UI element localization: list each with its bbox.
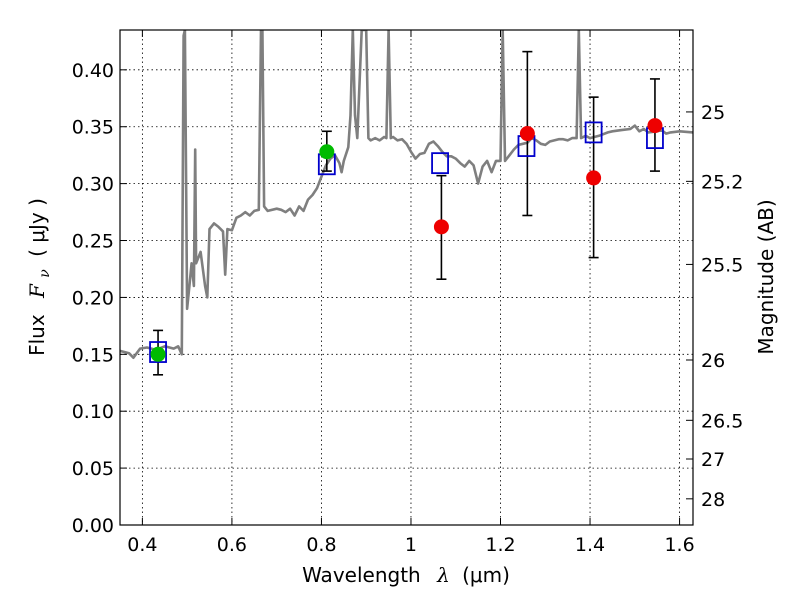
mag-tick-label: 26.5 — [701, 410, 743, 432]
y-tick-label: 0.05 — [72, 458, 114, 480]
x-axis-title: Wavelength λ (μm) — [302, 563, 510, 587]
mag-tick-label: 25.5 — [701, 254, 743, 276]
photometry-point-series — [150, 118, 663, 362]
mag-tick-label: 28 — [701, 489, 725, 511]
red-data-point — [647, 118, 663, 134]
green-data-point — [150, 346, 166, 362]
model-square — [584, 121, 603, 144]
spectrum-series — [120, 30, 693, 359]
x-axis-label-unit: (μm) — [462, 563, 510, 587]
y-tick-label: 0.15 — [72, 344, 114, 366]
x-tick-label: 1.2 — [485, 534, 515, 556]
x-tick-label: 1 — [405, 534, 417, 556]
x-axis-label-text: Wavelength — [302, 563, 421, 587]
red-data-point — [586, 170, 602, 186]
y-tick-label: 0.25 — [72, 231, 114, 253]
x-axis-label-symbol: λ — [436, 563, 450, 587]
mag-tick-label: 27 — [701, 449, 725, 471]
y-axis-label-subscript: ν — [37, 269, 53, 278]
y-axis-title: Flux F ν ( μJy ) — [25, 198, 54, 356]
red-data-point — [519, 126, 535, 142]
y-tick-label: 0.20 — [72, 287, 114, 309]
x-tick-label: 0.6 — [217, 534, 247, 556]
y-tick-label: 0.40 — [72, 60, 114, 82]
mag-tick-label: 25.2 — [701, 171, 743, 193]
red-data-point — [433, 219, 449, 235]
mag-tick-label: 26 — [701, 350, 725, 372]
mag-tick-label: 25 — [701, 102, 725, 124]
grid-lines — [120, 30, 693, 526]
y-tick-label: 0.35 — [72, 117, 114, 139]
green-data-point — [319, 144, 335, 160]
x-tick-label: 0.4 — [127, 534, 157, 556]
spectrum-line — [120, 30, 693, 359]
x-tick-label: 1.4 — [575, 534, 605, 556]
y-tick-label: 0.10 — [72, 401, 114, 423]
y-axis-label-text: Flux — [25, 314, 49, 356]
model-square — [149, 341, 167, 363]
y-axis-label-symbol: F — [25, 283, 49, 299]
x-tick-label: 1.6 — [664, 534, 694, 556]
y-axis-label-unit: ( μJy ) — [25, 198, 49, 257]
y-tick-label: 0.30 — [72, 174, 114, 196]
model-square — [431, 152, 449, 175]
y2-axis-title: Magnitude (AB) — [754, 199, 778, 354]
plot-frame — [119, 29, 694, 526]
x-tick-label: 0.8 — [306, 534, 336, 556]
y-tick-label: 0.00 — [72, 515, 114, 537]
axis-ticks: 0.4 0.6 0.8 1 1.2 1.4 1.6 0.00 0.05 0.10 0.15 0.20 0… — [72, 30, 743, 556]
